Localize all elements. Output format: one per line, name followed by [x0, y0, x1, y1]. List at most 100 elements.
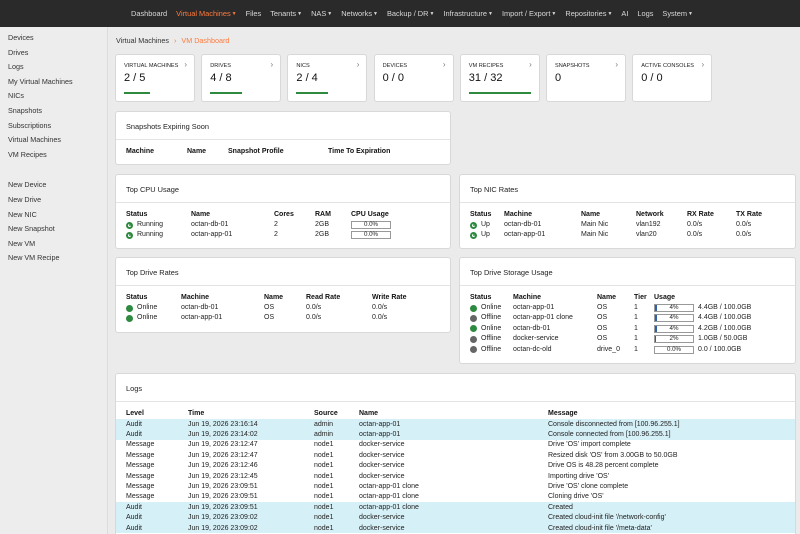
vm-name-link[interactable]: octan-db-01 [191, 221, 229, 228]
nav-item-logs[interactable]: Logs [637, 9, 653, 18]
nav-item-networks[interactable]: Networks▼ [341, 9, 378, 18]
log-name-link[interactable]: octan-app-01 [359, 430, 401, 438]
machine-link[interactable]: octan-app-01 [181, 314, 223, 322]
machine-link[interactable]: octan-app-01 [504, 231, 546, 239]
log-message: Drive 'OS' clone complete [548, 482, 629, 490]
machine-link[interactable]: octan-dc-old [513, 345, 552, 353]
sidebar-item-snapshots[interactable]: Snapshots [8, 105, 42, 115]
sidebar-item-new-nic[interactable]: New NIC [8, 209, 37, 219]
log-time: Jun 19, 2026 23:09:51 [188, 493, 258, 501]
log-message: Cloning drive 'OS' [548, 493, 604, 501]
log-source: node1 [314, 472, 334, 480]
nav-item-infrastructure[interactable]: Infrastructure▼ [443, 9, 493, 18]
machine-link[interactable]: octan-db-01 [504, 221, 542, 228]
card-progress-bar [468, 92, 531, 94]
panel-divider [116, 202, 450, 203]
log-name-link[interactable]: octan-app-01 clone [359, 503, 419, 511]
logs-panel: Logs Level Time Source Name Message Audit Jun 1… [115, 373, 796, 534]
chevron-right-icon: › [184, 60, 187, 69]
sidebar-item-new-device[interactable]: New Device [8, 180, 47, 190]
sidebar-item-my-virtual-machines[interactable]: My Virtual Machines [8, 76, 73, 86]
log-name-link[interactable]: docker-service [359, 441, 405, 449]
log-name-link[interactable]: docker-service [359, 462, 405, 470]
log-name-link[interactable]: docker-service [359, 514, 405, 522]
log-name-link[interactable]: docker-service [359, 451, 405, 459]
online-status-icon [126, 314, 133, 322]
panel-title: Top Drive Storage Usage [470, 268, 553, 277]
sidebar-item-new-vm-recipe[interactable]: New VM Recipe [8, 253, 60, 263]
sidebar-item-drives[interactable]: Drives [8, 47, 29, 57]
machine-link[interactable]: octan-app-01 [513, 304, 555, 311]
panel-title: Logs [126, 384, 143, 393]
tx-rate: 0.0/s [736, 221, 752, 228]
sidebar-item-new-snapshot[interactable]: New Snapshot [8, 224, 55, 234]
log-name-link[interactable]: docker-service [359, 524, 405, 532]
card-value: 0 / 0 [641, 72, 663, 84]
drive-name-link[interactable]: OS [597, 324, 608, 332]
column-header: RX Rate [687, 211, 714, 218]
nav-item-virtual-machines[interactable]: Virtual Machines▼ [176, 9, 236, 18]
log-name-link[interactable]: docker-service [359, 472, 405, 480]
storage-usage-size: 1.0GB / 50.0GB [698, 335, 748, 343]
sidebar-item-new-drive[interactable]: New Drive [8, 194, 42, 204]
nav-item-repositories[interactable]: Repositories▼ [565, 9, 612, 18]
drive-name-link[interactable]: OS [597, 314, 608, 322]
network-link[interactable]: vlan192 [636, 221, 661, 228]
log-time: Jun 19, 2026 23:09:02 [188, 524, 258, 532]
machine-link[interactable]: octan-db-01 [513, 324, 551, 332]
machine-link[interactable]: docker-service [513, 335, 559, 343]
machine-link[interactable]: octan-app-01 clone [513, 314, 573, 322]
card-active-consoles[interactable]: Active Consoles › 0 / 0 [632, 54, 713, 102]
drive-name-link[interactable]: OS [264, 314, 275, 322]
network-link[interactable]: vlan20 [636, 231, 657, 239]
nic-name-link[interactable]: Main Nic [581, 231, 609, 239]
column-header: Machine [126, 148, 155, 155]
log-row [116, 523, 795, 534]
nav-item-import-export[interactable]: Import / Export▼ [502, 9, 556, 18]
sidebar-item-subscriptions[interactable]: Subscriptions [8, 120, 52, 130]
online-status-icon [470, 304, 477, 312]
nav-item-tenants[interactable]: Tenants▼ [270, 9, 302, 18]
log-name-link[interactable]: octan-app-01 clone [359, 482, 419, 490]
sidebar-item-devices[interactable]: Devices [8, 33, 34, 42]
status-text: Running [137, 221, 164, 228]
chevron-right-icon: › [270, 60, 274, 69]
nav-item-files[interactable]: Files [246, 9, 262, 18]
card-nics[interactable]: NICs › 2 / 4 [287, 54, 368, 102]
column-header: Name [187, 148, 207, 155]
card-virtual-machines[interactable]: Virtual Machines › 2 / 5 [115, 54, 195, 102]
sidebar-item-virtual-machines[interactable]: Virtual Machines [8, 135, 62, 145]
caret-down-icon: ▼ [297, 11, 303, 17]
drive-name-link[interactable]: OS [597, 335, 608, 343]
nav-item-nas[interactable]: NAS▼ [311, 9, 332, 18]
vm-name-link[interactable]: octan-app-01 [191, 231, 233, 239]
drive-name-link[interactable]: OS [264, 304, 275, 311]
nic-name-link[interactable]: Main Nic [581, 221, 609, 228]
log-name-link[interactable]: octan-app-01 clone [359, 493, 419, 501]
card-progress-bar [124, 92, 150, 94]
sidebar-item-new-vm[interactable]: New VM [8, 238, 36, 248]
sidebar-item-logs[interactable]: Logs [8, 62, 24, 72]
panel-divider [116, 285, 450, 286]
offline-status-icon [470, 346, 477, 354]
nav-item-ai[interactable]: AI [621, 9, 628, 18]
ram-value: 2GB [315, 231, 330, 239]
drive-name-link[interactable]: OS [597, 304, 608, 311]
nav-item-label: Repositories [565, 9, 607, 18]
card-drives[interactable]: Drives › 4 / 8 [201, 54, 282, 102]
card-snapshots[interactable]: Snapshots › 0 [546, 54, 626, 102]
sidebar-item-vm-recipes[interactable]: VM Recipes [8, 149, 47, 159]
card-devices[interactable]: Devices › 0 / 0 [373, 54, 454, 102]
breadcrumb-parent[interactable]: Virtual Machines [116, 36, 170, 45]
log-name-link[interactable]: octan-app-01 [359, 420, 401, 428]
log-level: Audit [126, 503, 142, 511]
card-vm-recipes[interactable]: VM Recipes › 31 / 32 [459, 54, 540, 102]
nav-item-system[interactable]: System▼ [662, 9, 693, 18]
log-time: Jun 19, 2026 23:12:47 [188, 451, 258, 459]
sidebar-item-nics[interactable]: NICs [8, 91, 24, 101]
drive-name-link[interactable]: drive_0 [597, 345, 620, 353]
nav-item-dashboard[interactable]: Dashboard [131, 9, 167, 18]
nav-item-backup-dr[interactable]: Backup / DR▼ [387, 9, 434, 18]
machine-link[interactable]: octan-db-01 [181, 304, 219, 311]
storage-usage-percent: 4% [669, 324, 679, 332]
